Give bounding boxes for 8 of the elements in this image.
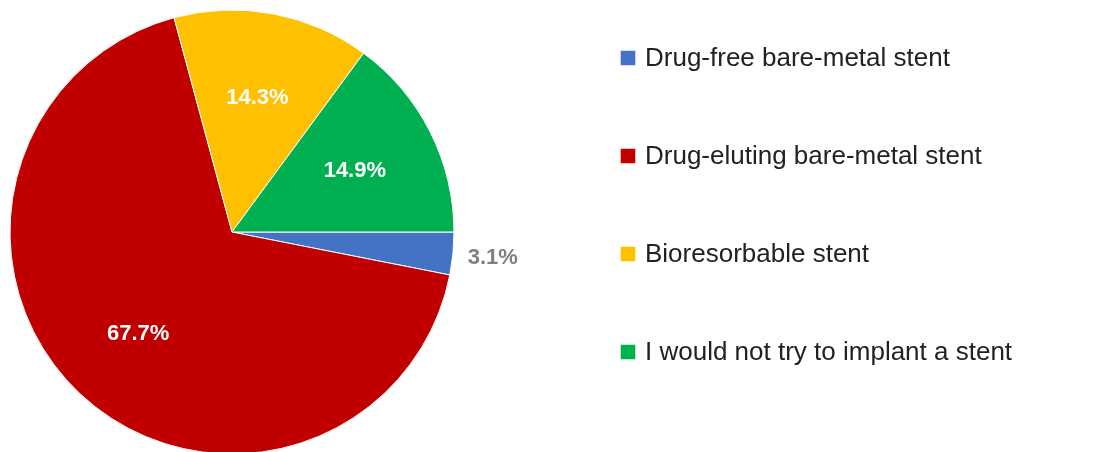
legend-label: Drug-free bare-metal stent <box>645 42 951 72</box>
legend-label: I would not try to implant a stent <box>645 336 1013 366</box>
data-label: 14.9% <box>323 156 387 182</box>
legend-label: Drug-eluting bare-metal stent <box>645 140 983 170</box>
legend-label: Bioresorbable stent <box>645 238 870 268</box>
data-label: 3.1% <box>467 244 518 270</box>
data-label: 14.3% <box>226 83 289 109</box>
data-label: 67.7% <box>106 319 170 345</box>
